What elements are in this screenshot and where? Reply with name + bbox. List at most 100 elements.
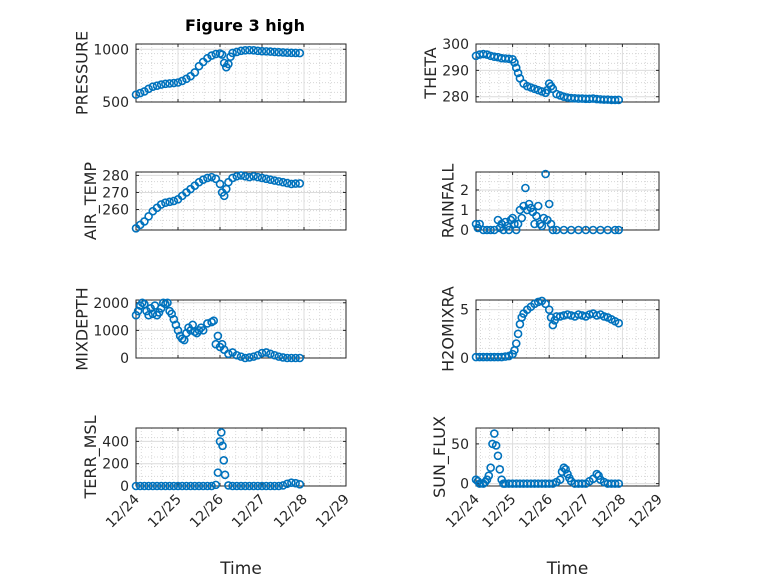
h2omixra-ylabel: H2OMIXRA: [438, 286, 457, 372]
mixdepth-data-point: [232, 350, 242, 360]
h2omixra-data-point: [614, 318, 624, 328]
pressure-data-point: [274, 47, 284, 57]
rainfall-data-point: [610, 225, 620, 235]
pressure-data-point: [156, 80, 166, 89]
pressure-ytick-label: 500: [102, 95, 129, 111]
pressure-data-point: [161, 79, 170, 89]
pressure-data-point: [144, 84, 153, 94]
mixdepth-data-point: [261, 348, 271, 357]
terr_msl-xtick-label: 12/24: [103, 491, 143, 531]
terr_msl-data-point: [135, 481, 145, 491]
air_temp-data-point: [161, 198, 170, 208]
sun_flux-frame: [475, 427, 660, 487]
air_temp-ytick-label: 260: [102, 203, 129, 219]
sun_flux-xtick-label: 12/27: [553, 492, 593, 532]
terr_msl-ytick-label: 0: [120, 479, 129, 495]
mixdepth-data-point: [224, 349, 233, 359]
terr_msl-data-point: [207, 481, 216, 491]
mixdepth-data-point: [257, 348, 267, 358]
air_temp-data-point: [156, 200, 166, 209]
sun_flux-xtick-label: 12/25: [480, 492, 520, 532]
pressure-data-point: [135, 88, 145, 98]
terr_msl-data-point: [131, 481, 141, 491]
h2omixra-data-point: [511, 339, 521, 348]
air_temp-data-point: [236, 171, 246, 180]
air_temp-data-point: [253, 172, 263, 182]
terr_msl-data-point: [169, 481, 179, 491]
air_temp-data-point: [215, 179, 225, 189]
theta-frame: [475, 43, 660, 103]
air_temp-data-point: [257, 173, 267, 183]
terr_msl-data-point: [148, 481, 158, 491]
rainfall-data-point: [533, 201, 543, 211]
sun_flux-data-point: [577, 479, 587, 488]
rainfall-data-point: [521, 183, 530, 193]
air_temp-data-point: [198, 175, 208, 184]
sun_flux-data-point: [482, 475, 492, 484]
terr_msl-data-point: [194, 481, 204, 491]
terr_msl-data-point: [228, 481, 237, 491]
mixdepth-data-point: [209, 316, 218, 326]
air_temp-data-point: [266, 175, 275, 184]
pressure-data-point: [257, 46, 267, 56]
pressure-data-point: [217, 50, 227, 59]
sun_flux-data-point: [561, 465, 570, 474]
terr_msl-data-point: [224, 481, 233, 490]
rainfall-ytick-label: 0: [460, 223, 469, 239]
terr_msl-data-point: [232, 481, 242, 491]
pressure-data-point: [228, 48, 237, 58]
air_temp-data-point: [140, 217, 149, 226]
terr_msl-data-point: [278, 481, 288, 490]
rainfall-ytick-label: 2: [460, 183, 469, 199]
sun_flux-xtick-label: 12/24: [443, 491, 483, 531]
terr_msl-xtick-label: 12/27: [229, 492, 269, 532]
air_temp-ytick-label: 270: [102, 185, 129, 201]
sun_flux-data-point: [614, 479, 624, 488]
theta-data-point: [510, 58, 519, 67]
mixdepth-data-point: [245, 353, 254, 362]
rainfall-data-point: [473, 223, 483, 233]
mixdepth-data-point: [291, 353, 300, 363]
terr_msl-axes: 12/24 12/25 12/26 12/27 12/28 12/29 0 200 400TER…: [81, 415, 353, 579]
mixdepth-data-point: [278, 353, 288, 362]
sun_flux-ytick-label: 50: [451, 437, 469, 453]
h2omixra-data-point: [599, 312, 609, 321]
rainfall-data-point: [489, 225, 499, 235]
mixdepth-data-point: [198, 326, 208, 335]
sun_flux-data-point: [559, 463, 569, 473]
pressure-data-point: [165, 79, 174, 88]
mixdepth-data-point: [274, 352, 284, 361]
sun_flux-data-point: [594, 471, 603, 480]
figure-title: Figure 3 high: [185, 16, 305, 35]
mixdepth-data-point: [282, 353, 292, 363]
rainfall-data-point: [513, 219, 523, 229]
terr_msl-data-point: [177, 481, 187, 491]
pressure-frame: [135, 43, 347, 103]
rainfall-data-point: [614, 225, 624, 235]
air_temp-data-point: [228, 173, 237, 183]
air_temp-ylabel: AIR_TEMP: [81, 162, 101, 240]
terr_msl-data-point: [165, 481, 174, 491]
pressure-data-point: [173, 78, 183, 87]
air_temp-data-point: [245, 172, 254, 182]
mixdepth-ylabel: MIXDEPTH: [73, 287, 92, 370]
terr_msl-data-point: [220, 470, 230, 480]
air_temp-data-point: [278, 177, 288, 187]
pressure-data-point: [295, 48, 305, 58]
theta-data-point: [511, 63, 521, 73]
terr_msl-data-point: [156, 481, 166, 491]
rainfall-data-point: [526, 203, 536, 213]
mixdepth-data-point: [213, 331, 223, 341]
air_temp-data-point: [270, 176, 279, 185]
terr_msl-data-point: [173, 481, 183, 491]
air_temp-data-point: [261, 174, 271, 184]
rainfall-data-point: [548, 225, 558, 235]
terr_msl-data-point: [219, 456, 229, 465]
terr_msl-data-point: [190, 481, 200, 491]
terr_msl-data-point: [218, 441, 227, 451]
h2omixra-frame: [475, 299, 660, 359]
sun_flux-data-point: [610, 479, 620, 488]
